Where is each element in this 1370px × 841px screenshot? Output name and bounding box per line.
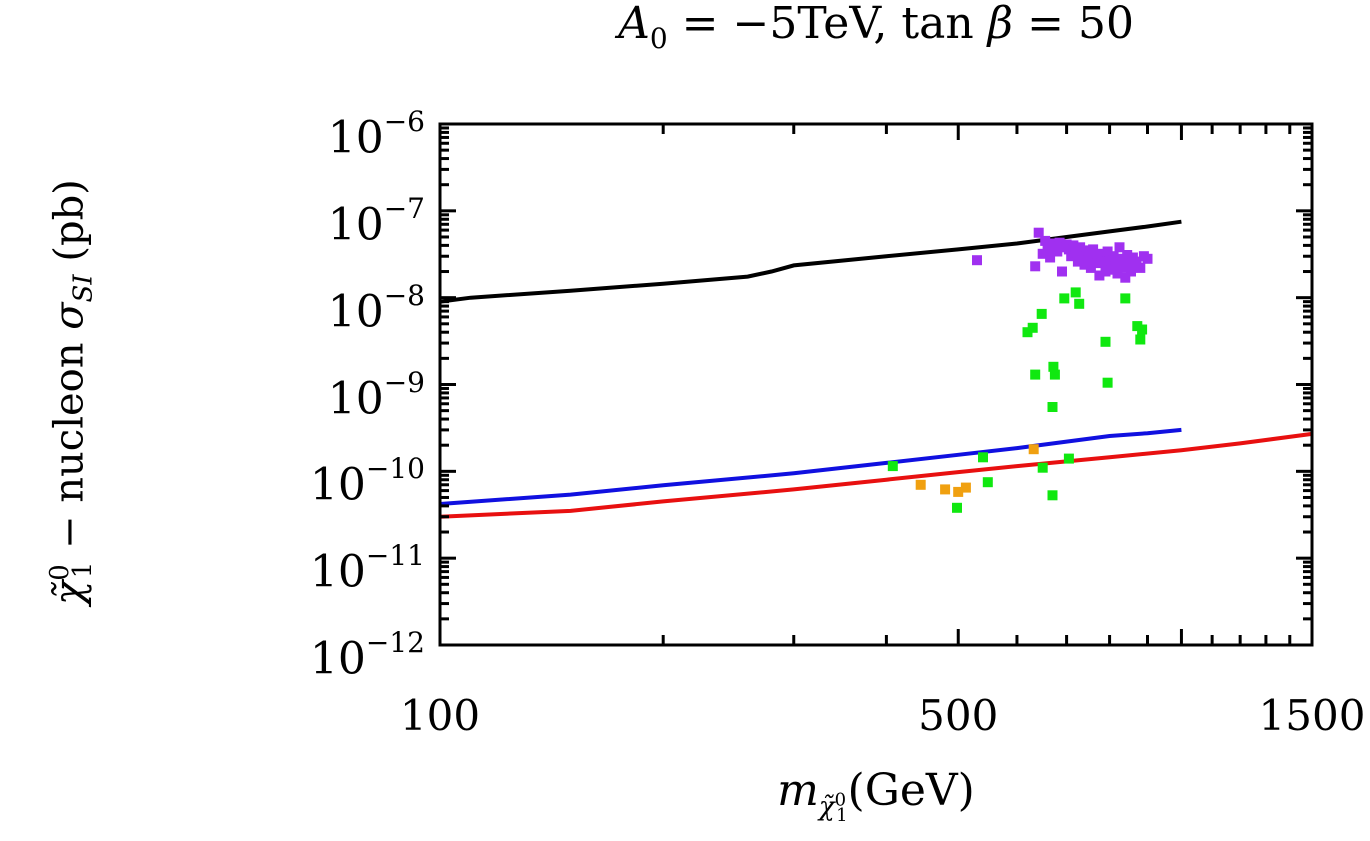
purple-point: [1070, 247, 1081, 258]
purple-point: [1085, 262, 1096, 273]
purple-point: [1081, 245, 1092, 256]
purple-point: [1045, 252, 1056, 263]
green-point: [1047, 402, 1058, 412]
purple-point: [1079, 259, 1090, 270]
x-tick-label: 100: [399, 691, 481, 740]
purple-point: [1098, 256, 1109, 267]
green-point: [952, 502, 962, 513]
purple-point: [1142, 253, 1153, 264]
x-tick-label: 500: [918, 691, 999, 740]
x-axis-label: mχ̃01(GeV): [777, 765, 975, 826]
orange-point: [1028, 444, 1039, 455]
purple-point: [1092, 258, 1103, 269]
green-point: [1120, 293, 1131, 304]
orange-point: [953, 486, 964, 497]
purple-point: [1100, 266, 1111, 277]
purple-point: [1057, 266, 1067, 277]
green-point: [1102, 377, 1113, 388]
purple-point: [1068, 240, 1079, 251]
purple-point: [1131, 256, 1142, 267]
purple-point: [1030, 261, 1041, 272]
purple-point: [1037, 248, 1048, 259]
green-point: [1047, 490, 1058, 501]
y-tick-label: 10−11: [309, 539, 425, 598]
green-point: [1027, 322, 1038, 333]
green-point: [1137, 324, 1148, 335]
purple-point: [1096, 248, 1107, 259]
green-point: [982, 477, 993, 488]
y-tick-label: 10−12: [309, 626, 425, 685]
purple-point: [1110, 259, 1121, 270]
green-point: [1063, 453, 1074, 464]
y-tick-label: 10−6: [327, 105, 425, 164]
purple-point: [1088, 244, 1099, 255]
green-point: [1074, 298, 1085, 309]
orange-point: [960, 482, 971, 493]
chart-title: A0 = −5TeV, tan β = 50: [618, 0, 1134, 55]
purple-point: [1075, 242, 1086, 253]
green-point: [1070, 287, 1081, 298]
green-point: [1100, 336, 1111, 347]
purple-point: [1102, 246, 1113, 257]
y-tick-label: 10−8: [327, 278, 425, 338]
green-point: [1030, 369, 1041, 380]
purple-point: [1126, 266, 1136, 277]
purple-point: [1083, 253, 1094, 264]
green-point: [887, 461, 898, 472]
y-tick-label: 10−9: [327, 365, 425, 425]
black-limit-line: [439, 219, 1182, 304]
green-point: [1048, 361, 1059, 372]
red-limit-line: [439, 431, 1313, 519]
orange-point: [915, 479, 926, 490]
purple-point: [1077, 251, 1088, 262]
green-point: [1059, 293, 1070, 304]
purple-point: [1124, 258, 1135, 269]
y-tick-label: 10−7: [327, 191, 425, 251]
green-point: [1036, 308, 1047, 319]
green-point: [1049, 369, 1060, 380]
purple-point: [1122, 250, 1133, 260]
purple-point: [1114, 242, 1125, 253]
green-point: [1022, 327, 1033, 338]
purple-point: [1120, 272, 1131, 283]
purple-point: [1108, 251, 1119, 262]
purple-point: [1112, 268, 1123, 279]
blue-limit-line: [439, 427, 1182, 506]
purple-point: [1072, 256, 1083, 267]
purple-point: [1033, 227, 1044, 238]
green-point: [1037, 462, 1048, 473]
plot-frame: [438, 122, 1314, 647]
x-tick-label: 1500: [1258, 691, 1366, 740]
orange-point: [940, 484, 951, 495]
green-point: [978, 452, 988, 463]
purple-point: [1090, 252, 1101, 263]
purple-point: [1094, 270, 1105, 281]
purple-point: [1116, 253, 1127, 264]
purple-point: [972, 255, 982, 266]
purple-point: [1118, 262, 1129, 273]
y-axis-label: χ̃01 − nucleon σSI (pb): [45, 179, 99, 605]
purple-point: [1135, 262, 1146, 273]
y-tick-label: 10−10: [309, 452, 425, 511]
green-point: [1135, 334, 1146, 345]
